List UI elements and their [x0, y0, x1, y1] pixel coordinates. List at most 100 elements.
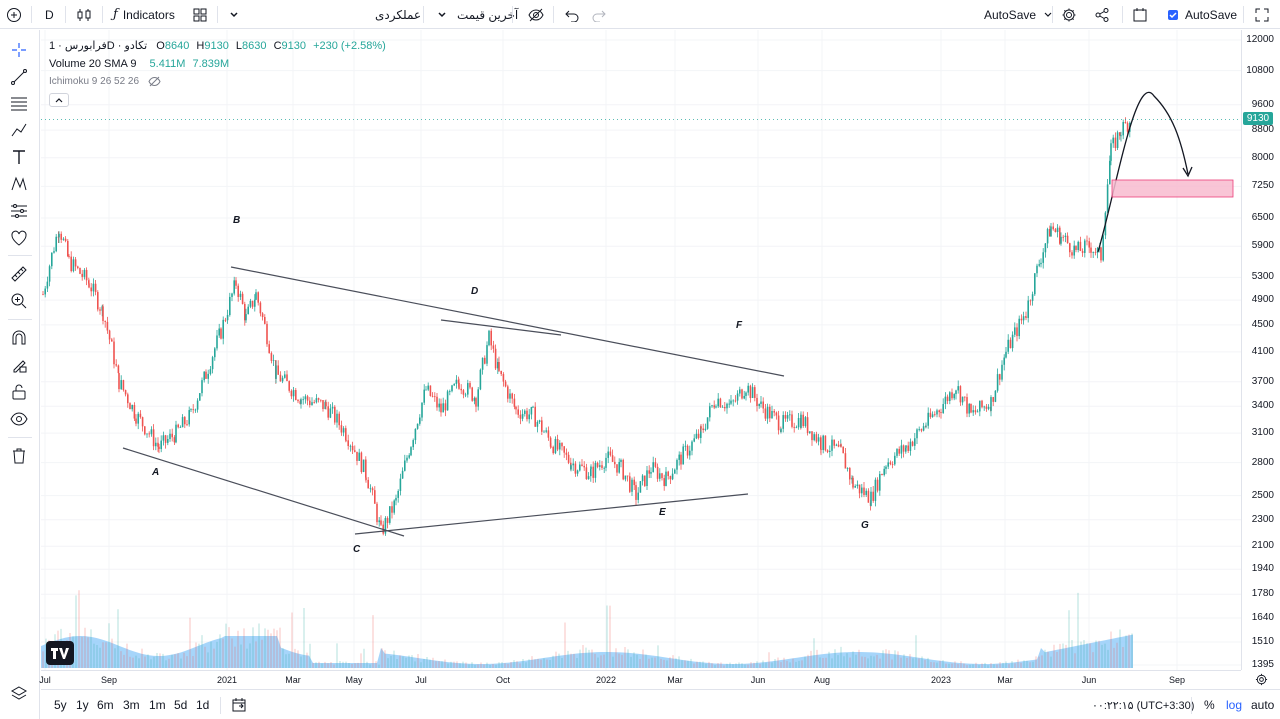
candle-body [469, 383, 471, 388]
candle-body [376, 503, 378, 523]
candle-body [144, 426, 146, 435]
candle-body [158, 446, 160, 449]
candle-body [1001, 364, 1003, 380]
price-type-dropdown[interactable]: آخرین قیمت [437, 0, 518, 29]
candle-body [953, 394, 955, 399]
candle-body [547, 430, 550, 438]
candle-body [637, 492, 639, 500]
templates-icon[interactable] [193, 0, 207, 29]
magnet-icon[interactable] [8, 327, 30, 349]
candle-body [244, 303, 246, 321]
trash-icon[interactable] [8, 445, 30, 467]
redo-icon[interactable] [592, 0, 606, 29]
pattern-icon[interactable] [8, 173, 30, 195]
percent-toggle[interactable]: % [1204, 698, 1215, 712]
text-icon[interactable] [8, 146, 30, 168]
settings-gear-icon[interactable] [1061, 0, 1077, 29]
range-5d[interactable]: 5d [174, 698, 188, 712]
candle-body [996, 374, 999, 391]
range-3m[interactable]: 3m [123, 698, 140, 712]
price-axis[interactable]: 12000 10800 9600 8800 8000 7250 6500 5900 5300 49… [1241, 30, 1280, 670]
ruler-icon[interactable] [8, 263, 30, 285]
zoom-in-icon[interactable] [8, 290, 30, 312]
candle-body [970, 403, 972, 413]
undo-icon[interactable] [565, 0, 579, 29]
crosshair-icon[interactable] [8, 39, 30, 61]
time-tick: Jul [39, 675, 51, 685]
tradingview-logo[interactable] [46, 641, 74, 665]
range-1d[interactable]: 1d [196, 698, 210, 712]
fib-lines-icon[interactable] [8, 92, 30, 114]
interval-button[interactable]: D [45, 0, 54, 29]
candle-body [730, 400, 732, 404]
candle-body [471, 387, 473, 401]
chart-pane[interactable]: فرابورس · 1D · تکادو O8640 H9130 L8630 C… [41, 30, 1241, 670]
candle-body [380, 520, 382, 525]
range-1m[interactable]: 1m [149, 698, 166, 712]
candle-body [1034, 273, 1036, 295]
eye-icon[interactable] [8, 408, 30, 430]
candle-body [974, 410, 977, 413]
candle-body [186, 424, 188, 426]
layout-chevron-icon[interactable] [229, 0, 239, 29]
candle-body [898, 448, 900, 454]
price-chart[interactable] [41, 30, 1241, 670]
object-tree-icon[interactable] [8, 683, 30, 705]
candle-body [83, 269, 86, 277]
candle-body [556, 438, 559, 450]
log-toggle[interactable]: log [1226, 698, 1243, 712]
candle-body [715, 406, 717, 408]
candle-body [1071, 252, 1073, 256]
candle-body [414, 428, 417, 441]
time-axis[interactable]: Jul Sep 2021 Mar May Jul Oct 2022 Mar Jun Aug 2023 M… [39, 670, 1241, 688]
candle-body [209, 369, 212, 374]
maximize-icon[interactable] [1255, 0, 1269, 29]
indicators-button[interactable]: ƒ Indicators [113, 0, 175, 29]
candle-body [1092, 252, 1094, 253]
candles-icon[interactable] [76, 0, 92, 29]
go-to-date-icon[interactable] [231, 697, 247, 716]
heart-icon[interactable] [8, 227, 30, 249]
price-tick: 4900 [1251, 294, 1274, 306]
hide-drawings-icon[interactable] [527, 0, 545, 29]
candle-body [1059, 227, 1061, 244]
lock-icon[interactable] [8, 381, 30, 403]
forecast-icon[interactable] [8, 200, 30, 222]
autosave-dropdown[interactable]: AutoSave [984, 0, 1053, 29]
drawing-toolbar [0, 30, 40, 719]
range-1y[interactable]: 1y [76, 698, 89, 712]
add-symbol-icon[interactable] [6, 0, 22, 29]
auto-toggle[interactable]: auto [1251, 698, 1275, 712]
c-label: C [273, 40, 282, 52]
candle-body [137, 413, 139, 424]
clock-timezone[interactable]: ۰۰:۲۲:۱۵ (UTC+3:30) [1092, 700, 1195, 712]
candle-body [1029, 300, 1032, 302]
candle-body [775, 412, 778, 416]
candle-body [152, 429, 155, 447]
fullscreen-chart-icon[interactable] [1132, 0, 1148, 29]
share-icon[interactable] [1094, 0, 1110, 29]
range-5y[interactable]: 5y [54, 698, 67, 712]
lock-drawing-icon[interactable] [8, 354, 30, 376]
checkbox-icon[interactable] [1168, 9, 1178, 20]
candle-body [842, 446, 844, 454]
candle-body [371, 488, 374, 491]
candle-body [440, 403, 442, 413]
collapse-legend-button[interactable] [49, 93, 69, 107]
candle-body [999, 374, 1001, 380]
trend-line-icon[interactable] [8, 66, 30, 88]
candle-body [48, 266, 51, 282]
candle-body [1025, 316, 1027, 318]
candle-body [665, 471, 667, 486]
path-icon[interactable] [8, 119, 30, 141]
ichimoku-label: Ichimoku 9 26 52 26 [49, 76, 140, 88]
performance-label: عملکردی [375, 7, 422, 22]
autosave-checkbox-toggle[interactable]: AutoSave [1168, 0, 1237, 29]
axis-settings-icon[interactable] [1255, 673, 1268, 691]
candle-body [393, 500, 395, 513]
candle-body [968, 403, 970, 414]
performance-button[interactable]: عملکردی [375, 0, 421, 29]
candle-body [1056, 227, 1059, 233]
range-6m[interactable]: 6m [97, 698, 114, 712]
eye-hidden-icon[interactable] [148, 76, 161, 87]
